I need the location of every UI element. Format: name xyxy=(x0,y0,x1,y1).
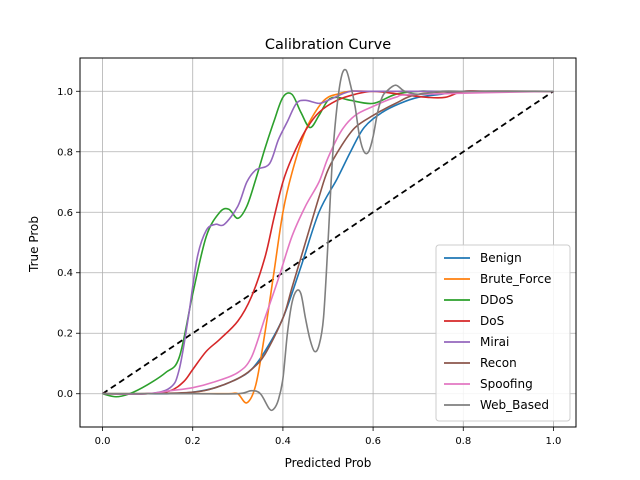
legend-label: Benign xyxy=(480,251,522,265)
x-tick-label: 0.6 xyxy=(365,436,381,447)
x-tick-label: 0.8 xyxy=(455,436,471,447)
y-axis-label: True Prob xyxy=(27,216,41,273)
y-tick-label: 0.4 xyxy=(57,268,73,279)
legend-box xyxy=(435,244,571,422)
legend: Benign Brute_Force DDoS DoS Mirai Recon Spoofi… xyxy=(435,244,571,422)
legend-label: Mirai xyxy=(480,335,509,349)
y-tick-label: 1.0 xyxy=(57,87,73,98)
series-line-web-based xyxy=(102,68,554,412)
legend-label: Spoofing xyxy=(480,377,533,391)
series-line-mirai xyxy=(102,89,554,395)
x-axis-label: Predicted Prob xyxy=(285,456,372,470)
series-line-ddos xyxy=(102,90,554,398)
x-tick-label: 0.2 xyxy=(185,436,201,447)
legend-label: Recon xyxy=(480,356,517,370)
axis-ticks: 0.0 0.2 0.4 0.6 0.8 1.0 0.0 0.2 0.4 0.6 0.8 1.0 xyxy=(57,87,561,447)
chart-title: Calibration Curve xyxy=(265,37,391,53)
legend-label: Brute_Force xyxy=(480,272,551,286)
series-line-recon xyxy=(102,90,554,395)
x-tick-label: 0.0 xyxy=(95,436,111,447)
series-line-dos xyxy=(102,90,554,395)
legend-label: DDoS xyxy=(480,293,513,307)
series-lines xyxy=(102,68,554,412)
y-tick-label: 0.2 xyxy=(57,329,73,340)
x-tick-label: 0.4 xyxy=(275,436,291,447)
y-tick-label: 0.6 xyxy=(57,208,73,219)
y-tick-label: 0.0 xyxy=(57,389,73,400)
legend-label: Web_Based xyxy=(480,398,549,412)
plot-frame xyxy=(79,57,577,428)
x-tick-label: 1.0 xyxy=(546,436,562,447)
y-tick-label: 0.8 xyxy=(57,147,73,158)
legend-label: DoS xyxy=(480,314,504,328)
